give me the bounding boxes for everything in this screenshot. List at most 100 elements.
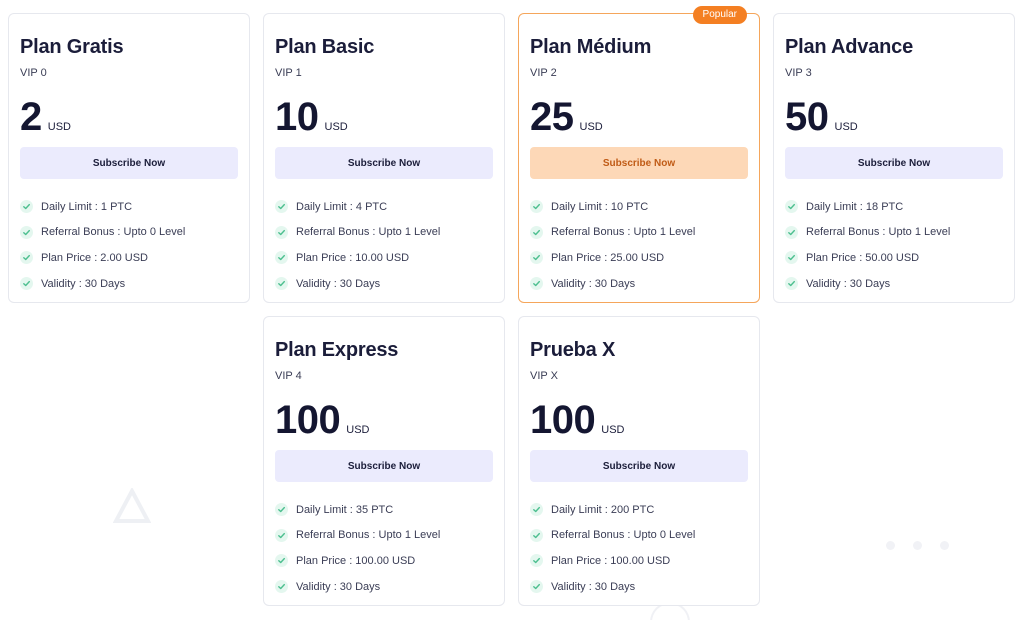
feature-text: Plan Price : 100.00 USD [551,554,671,567]
feature-item: Plan Price : 2.00 USD [20,245,238,271]
check-icon [275,503,288,517]
plan-card-advance: Plan Advance VIP 3 50 USD Subscribe Now … [773,13,1015,303]
plan-currency: USD [346,424,370,436]
feature-item: Referral Bonus : Upto 1 Level [275,220,493,246]
feature-item: Daily Limit : 35 PTC [275,497,493,523]
feature-item: Plan Price : 100.00 USD [530,548,748,574]
feature-item: Daily Limit : 4 PTC [275,194,493,220]
subscribe-button[interactable]: Subscribe Now [275,147,493,179]
feature-text: Daily Limit : 4 PTC [296,200,388,213]
check-icon [530,580,543,594]
feature-item: Validity : 30 Days [530,574,748,600]
feature-text: Referral Bonus : Upto 1 Level [806,226,951,239]
subscribe-button[interactable]: Subscribe Now [530,450,748,482]
feature-text: Plan Price : 50.00 USD [806,251,920,264]
price-row: 10 USD [275,95,493,140]
check-icon [530,251,543,265]
plan-currency: USD [324,121,348,133]
feature-text: Daily Limit : 1 PTC [41,200,133,213]
feature-list: Daily Limit : 18 PTC Referral Bonus : Up… [785,194,1003,296]
feature-list: Daily Limit : 10 PTC Referral Bonus : Up… [530,194,748,296]
feature-item: Referral Bonus : Upto 1 Level [785,220,1003,246]
plan-vip-level: VIP X [530,370,558,382]
feature-text: Daily Limit : 10 PTC [551,200,649,213]
check-icon [275,277,288,291]
feature-text: Daily Limit : 200 PTC [551,503,655,516]
price-row: 2 USD [20,95,238,140]
check-icon [530,277,543,291]
plan-currency: USD [579,121,603,133]
feature-item: Validity : 30 Days [275,271,493,297]
check-icon [785,225,798,239]
feature-item: Daily Limit : 1 PTC [20,194,238,220]
plan-name: Plan Basic [275,36,375,58]
feature-text: Plan Price : 10.00 USD [296,251,410,264]
feature-text: Validity : 30 Days [296,277,381,290]
feature-text: Plan Price : 25.00 USD [551,251,665,264]
feature-item: Referral Bonus : Upto 0 Level [530,523,748,549]
feature-text: Daily Limit : 35 PTC [296,503,394,516]
feature-item: Daily Limit : 18 PTC [785,194,1003,220]
check-icon [20,200,33,214]
price-row: 25 USD [530,95,748,140]
plan-price: 100 [275,398,341,442]
check-icon [275,528,288,542]
check-icon [20,225,33,239]
feature-text: Validity : 30 Days [41,277,126,290]
feature-item: Validity : 30 Days [785,271,1003,297]
plan-name: Prueba X [530,339,616,361]
plan-currency: USD [47,121,71,133]
check-icon [275,554,288,568]
feature-text: Referral Bonus : Upto 0 Level [551,529,696,542]
plan-vip-level: VIP 1 [275,67,302,79]
feature-text: Referral Bonus : Upto 1 Level [296,226,441,239]
check-icon [20,251,33,265]
plan-card-medium: Popular Plan Médium VIP 2 25 USD Subscri… [518,6,760,303]
feature-text: Validity : 30 Days [551,277,636,290]
check-icon [785,200,798,214]
subscribe-button[interactable]: Subscribe Now [20,147,238,179]
subscribe-button[interactable]: Subscribe Now [785,147,1003,179]
plan-card-express: Plan Express VIP 4 100 USD Subscribe Now… [263,316,505,606]
price-row: 100 USD [530,398,748,443]
plan-name: Plan Gratis [20,36,124,58]
feature-text: Referral Bonus : Upto 1 Level [296,529,441,542]
plan-name: Plan Médium [530,36,652,58]
feature-list: Daily Limit : 1 PTC Referral Bonus : Upt… [20,194,238,296]
feature-list: Daily Limit : 4 PTC Referral Bonus : Upt… [275,194,493,296]
subscribe-button[interactable]: Subscribe Now [275,450,493,482]
plan-vip-level: VIP 0 [20,67,47,79]
plan-price: 50 [785,95,829,139]
check-icon [530,554,543,568]
feature-text: Validity : 30 Days [296,580,381,593]
popular-badge: Popular [692,6,747,24]
check-icon [530,200,543,214]
check-icon [275,225,288,239]
plan-price: 10 [275,95,319,139]
pricing-plans-grid: Plan Gratis VIP 0 2 USD Subscribe Now Da… [8,6,1016,606]
plan-card-prueba-x: Prueba X VIP X 100 USD Subscribe Now Dai… [518,316,760,606]
feature-item: Referral Bonus : Upto 1 Level [275,523,493,549]
price-row: 100 USD [275,398,493,443]
plan-vip-level: VIP 2 [530,67,557,79]
feature-text: Validity : 30 Days [806,277,891,290]
price-row: 50 USD [785,95,1003,140]
plan-name: Plan Express [275,339,399,361]
feature-item: Validity : 30 Days [20,271,238,297]
subscribe-button[interactable]: Subscribe Now [530,147,748,179]
plan-card-gratis: Plan Gratis VIP 0 2 USD Subscribe Now Da… [8,13,250,303]
feature-item: Referral Bonus : Upto 1 Level [530,220,748,246]
check-icon [785,277,798,291]
plan-currency: USD [601,424,625,436]
feature-text: Plan Price : 100.00 USD [296,554,416,567]
feature-item: Plan Price : 50.00 USD [785,245,1003,271]
feature-item: Referral Bonus : Upto 0 Level [20,220,238,246]
plan-card-basic: Plan Basic VIP 1 10 USD Subscribe Now Da… [263,13,505,303]
feature-list: Daily Limit : 35 PTC Referral Bonus : Up… [275,497,493,599]
feature-item: Plan Price : 100.00 USD [275,548,493,574]
check-icon [530,225,543,239]
feature-text: Plan Price : 2.00 USD [41,251,148,264]
plan-price: 100 [530,398,596,442]
plan-name: Plan Advance [785,36,914,58]
feature-list: Daily Limit : 200 PTC Referral Bonus : U… [530,497,748,599]
